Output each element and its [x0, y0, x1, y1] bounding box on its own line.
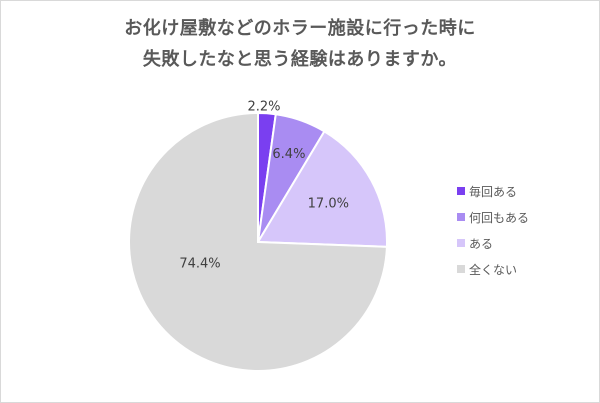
legend-item-mikai-aru: 毎回ある	[457, 178, 529, 204]
legend-label-nankaimo-aru: 何回もある	[469, 210, 530, 225]
legend-swatch-nankaimo-aru	[457, 213, 465, 221]
legend-item-mattaku-nai: 全くない	[457, 256, 529, 282]
chart-title-line-2: 失敗したなと思う経験はありますか。	[142, 49, 458, 70]
chart-legend: 毎回ある 何回もある ある 全くない	[457, 178, 529, 282]
legend-swatch-mikai-aru	[457, 187, 465, 195]
legend-swatch-aru	[457, 239, 465, 247]
legend-item-aru: ある	[457, 230, 529, 256]
pie-slice-mattaku-nai	[128, 111, 388, 372]
legend-swatch-mattaku-nai	[457, 265, 465, 273]
data-label-aru: 17.0%	[308, 196, 349, 211]
pie-slice-aru	[256, 130, 388, 248]
legend-label-aru: ある	[469, 236, 494, 251]
data-label-mikai-aru: 2.2%	[247, 100, 280, 115]
legend-label-mikai-aru: 毎回ある	[469, 184, 518, 199]
data-label-mattaku-nai: 74.4%	[179, 257, 220, 272]
chart-title-line-1: お化け屋敷などのホラー施設に行った時に	[124, 18, 476, 39]
legend-item-nankaimo-aru: 何回もある	[457, 204, 529, 230]
data-label-nankaimo-aru: 6.4%	[272, 147, 305, 162]
legend-label-mattaku-nai: 全くない	[469, 262, 518, 277]
